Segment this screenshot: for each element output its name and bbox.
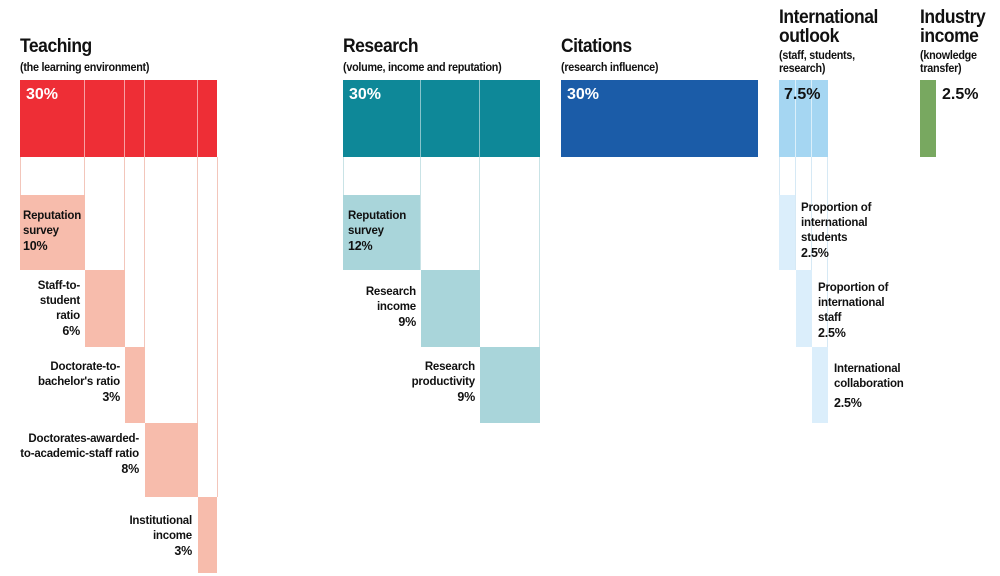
teaching-item-label: Reputation survey [23,210,82,237]
teaching-doctorates-awarded-square [145,423,198,497]
teaching-item-doctorates-awarded: Doctorates-awarded-to-academic-staff rat… [15,432,139,477]
teaching-bar-divider [197,80,198,157]
research-item-label: Research income [365,286,416,313]
teaching-item-institutional-income: Institutional income 3% [104,514,192,559]
international-total: 7.5% [784,86,821,103]
teaching-bar-divider [144,80,145,157]
research-item-reputation: Reputation survey 12% [348,209,418,254]
research-bar-divider [420,80,421,157]
international-guide-line [827,157,828,347]
industry-bar [920,80,936,157]
teaching-guide-line [124,157,125,347]
international-item-students: Proportion of international students 2.5… [801,201,883,261]
research-guide-line [479,157,480,347]
international-item-label: Proportion of international students [801,202,872,244]
teaching-guide-line [144,157,145,423]
teaching-item-label: Doctorates-awarded-to-academic-staff rat… [20,433,139,460]
teaching-total: 30% [26,86,59,103]
international-bar-divider [795,80,796,157]
research-item-value: 12% [348,239,373,253]
international-students-square [779,195,795,270]
international-item-value: 2.5% [818,326,846,340]
international-item-value: 2.5% [801,246,829,260]
research-bar-divider [479,80,480,157]
teaching-institutional-income-square [198,497,217,573]
research-title: Research [343,36,419,57]
research-item-value: 9% [398,315,416,329]
research-item-value: 9% [457,390,475,404]
international-item-label: International collaboration [834,363,904,390]
research-reputation-square [343,195,420,270]
teaching-item-doctorate-bachelor: Doctorate-to-bachelor's ratio 3% [24,360,120,405]
teaching-item-value: 3% [102,390,120,404]
international-subtitle-line2: research) [779,61,826,75]
international-subtitle-line1: (staff, students, [779,48,855,62]
teaching-item-value: 6% [62,324,80,338]
teaching-item-value: 8% [121,462,139,476]
teaching-guide-line [197,157,198,497]
international-title-line1: International [779,7,878,28]
teaching-item-value: 10% [23,239,48,253]
research-item-label: Research productivity [411,361,476,388]
international-item-staff: Proportion of international staff 2.5% [818,281,900,341]
international-item-collaboration: International collaboration 2.5% [834,362,916,411]
research-item-income: Research income 9% [350,285,416,330]
citations-title: Citations [561,36,632,57]
citations-subtitle: (research influence) [561,60,659,74]
international-guide-line [795,157,796,270]
research-bar [343,80,540,157]
research-productivity-square [480,347,540,423]
research-guide-line [420,157,421,270]
teaching-item-label: Institutional income [129,515,192,542]
international-guide-line [779,157,780,197]
teaching-doctorate-bachelor-square [125,347,145,423]
teaching-item-reputation: Reputation survey 10% [23,209,87,254]
teaching-bar [20,80,217,157]
citations-bar [561,80,758,157]
research-guide-line [539,157,540,347]
teaching-subtitle: (the learning environment) [20,60,150,74]
international-guide-line [811,157,812,347]
teaching-title: Teaching [20,36,92,57]
industry-total: 2.5% [942,86,979,103]
international-bar-divider [811,80,812,157]
research-total: 30% [349,86,382,103]
teaching-bar-divider [84,80,85,157]
research-guide-line [343,157,344,197]
teaching-bar-divider [124,80,125,157]
international-item-label: Proportion of international staff [818,282,889,324]
teaching-guide-line [20,157,21,205]
teaching-item-label: Doctorate-to-bachelor's ratio [38,361,120,388]
research-subtitle: (volume, income and reputation) [343,60,502,74]
teaching-guide-line [217,157,218,497]
research-income-square [421,270,480,347]
international-title-line2: outlook [779,26,839,47]
international-collaboration-square [812,347,828,423]
research-item-label: Reputation survey [348,210,407,237]
industry-subtitle-line2: transfer) [920,61,962,75]
international-bar [779,80,828,157]
international-item-value: 2.5% [834,396,862,410]
industry-subtitle-line1: (knowledge [920,48,977,62]
teaching-item-value: 3% [174,544,192,558]
teaching-reputation-square [20,195,85,270]
teaching-item-staff-ratio: Staff-to-student ratio 6% [14,279,80,339]
research-item-productivity: Research productivity 9% [400,360,476,405]
industry-title-line1: Industry [920,7,986,28]
international-staff-square [796,270,812,347]
teaching-staff-ratio-square [85,270,125,347]
citations-total: 30% [567,86,600,103]
teaching-item-label: Staff-to-student ratio [37,280,80,322]
industry-title-line2: income [920,26,979,47]
